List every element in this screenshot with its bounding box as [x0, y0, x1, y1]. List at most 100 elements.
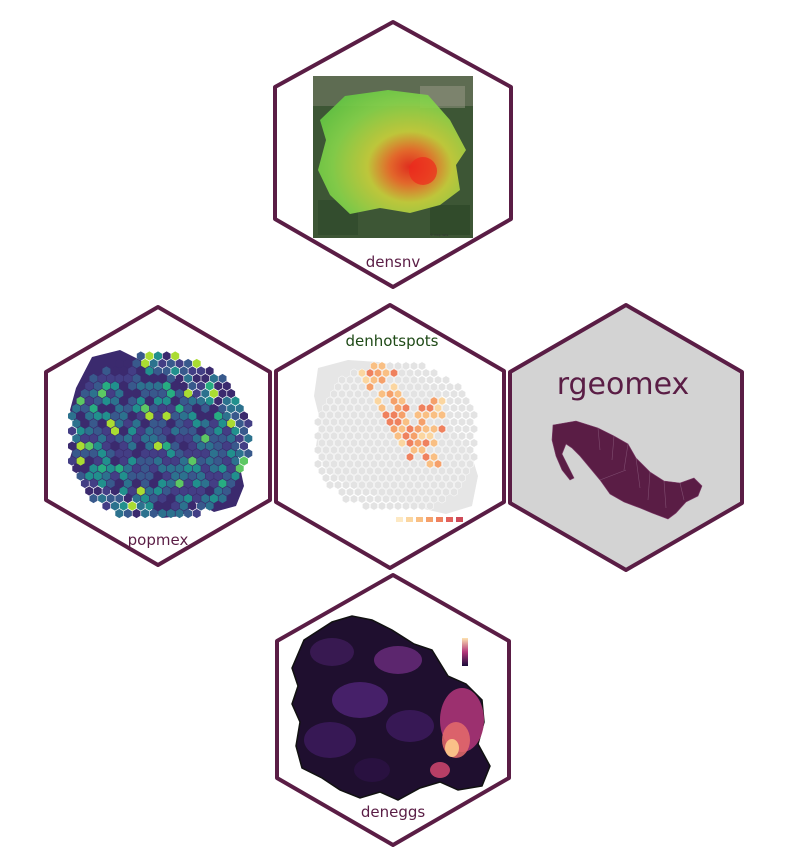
- denhotspots-cell: [378, 417, 386, 427]
- denhotspots-cell: [426, 473, 434, 483]
- denhotspots-cell: [330, 403, 338, 413]
- denhotspots-cell: [426, 403, 434, 413]
- popmex-cell: [158, 433, 167, 444]
- popmex-cell: [145, 381, 154, 391]
- denhotspots-cell: [326, 410, 334, 420]
- denhotspots-cell: [382, 438, 390, 448]
- denhotspots-cell: [426, 445, 434, 455]
- denhotspots-cell: [346, 473, 354, 483]
- popmex-cell: [218, 493, 227, 504]
- popmex-cell: [149, 493, 158, 504]
- denhotspots-cell: [446, 452, 454, 462]
- popmex-cell: [132, 418, 141, 429]
- popmex-cell: [119, 426, 128, 436]
- denhotspots-cell: [430, 452, 438, 462]
- popmex-cell: [76, 411, 85, 421]
- popmex-cell: [231, 426, 240, 436]
- denhotspots-cell: [398, 466, 406, 476]
- denhotspots-cell: [358, 410, 366, 420]
- popmex-cell: [111, 486, 119, 496]
- popmex-cell: [102, 471, 111, 481]
- popmex-cell: [240, 426, 248, 436]
- popmex-cell: [76, 396, 85, 406]
- denhotspots-cell: [426, 389, 434, 399]
- popmex-cell: [192, 493, 201, 504]
- popmex-cell: [85, 426, 94, 436]
- popmex-cell: [132, 493, 141, 504]
- denhotspots-cell: [446, 396, 454, 406]
- popmex-cell: [201, 373, 210, 384]
- denhotspots-cell: [362, 375, 370, 385]
- denhotspots-cell: [374, 410, 382, 420]
- popmex-cell: [231, 456, 240, 466]
- popmex-cell: [184, 358, 193, 369]
- denhotspots-cell: [374, 494, 382, 504]
- popmex-cell: [93, 471, 102, 481]
- denhotspots-cell: [450, 431, 458, 441]
- popmex-cell: [111, 396, 119, 406]
- popmex-cell: [85, 471, 94, 481]
- popmex-cell: [85, 486, 94, 496]
- popmex-cell: [197, 411, 205, 421]
- denhotspots-cell: [338, 459, 346, 469]
- popmex-cell: [145, 351, 154, 361]
- popmex-cell: [201, 448, 210, 459]
- denhotspots-cell: [446, 466, 454, 476]
- popmex-cell: [209, 478, 218, 489]
- popmex-cell: [106, 448, 115, 459]
- popmex-cell: [179, 426, 188, 436]
- popmex-cell: [98, 463, 107, 474]
- denhotspots-cell: [418, 501, 426, 511]
- popmex-cell: [128, 366, 137, 376]
- popmex-cell: [179, 486, 188, 496]
- denhotspots-cell: [422, 410, 430, 420]
- denhotspots-cell: [370, 501, 378, 511]
- denhotspots-cell: [398, 438, 406, 448]
- popmex-cell: [68, 411, 76, 421]
- mexico-state-borders: [597, 427, 685, 509]
- denhotspots-cell: [394, 445, 402, 455]
- denhotspots-cell: [438, 438, 446, 448]
- popmex-cell: [154, 381, 162, 391]
- denhotspots-cell: [454, 396, 462, 406]
- popmex-cell: [80, 433, 89, 444]
- popmex-cell: [132, 433, 141, 444]
- popmex-cell: [218, 373, 227, 384]
- popmex-cell: [197, 471, 205, 481]
- popmex-cell: [80, 418, 89, 429]
- denhotspots-cell: [418, 417, 426, 427]
- popmex-cell: [115, 448, 124, 459]
- denhotspots-cell: [410, 487, 418, 497]
- denhotspots-cell: [318, 466, 326, 476]
- denhotspots-cell: [358, 480, 366, 490]
- popmex-cell: [154, 471, 162, 481]
- popmex-cell: [85, 456, 94, 466]
- denhotspots-cell: [382, 480, 390, 490]
- denhotspots-cell: [398, 396, 406, 406]
- popmex-cell: [197, 381, 205, 391]
- denhotspots-cell: [466, 445, 474, 455]
- popmex-cell: [158, 448, 167, 459]
- deneggs-density-map: [291, 615, 491, 801]
- denhotspots-cell: [438, 396, 446, 406]
- denhotspots-cell: [346, 389, 354, 399]
- denhotspots-cell: [350, 480, 358, 490]
- popmex-cell: [205, 471, 214, 481]
- denhotspots-cell: [454, 424, 462, 434]
- popmex-cell: [93, 441, 102, 451]
- popmex-cell: [192, 358, 201, 369]
- popmex-cell: [80, 448, 89, 459]
- popmex-cell: [235, 463, 244, 474]
- denhotspots-cell: [386, 473, 394, 483]
- popmex-cell: [106, 373, 115, 384]
- popmex-cell: [145, 486, 154, 496]
- popmex-cell: [184, 433, 193, 444]
- popmex-cell: [98, 373, 107, 384]
- popmex-cell: [205, 441, 214, 451]
- popmex-cell: [162, 471, 171, 481]
- popmex-cell: [175, 478, 184, 489]
- popmex-cell: [72, 403, 81, 414]
- denhotspots-cell: [450, 389, 458, 399]
- popmex-cell: [218, 418, 227, 429]
- popmex-cell: [136, 351, 145, 361]
